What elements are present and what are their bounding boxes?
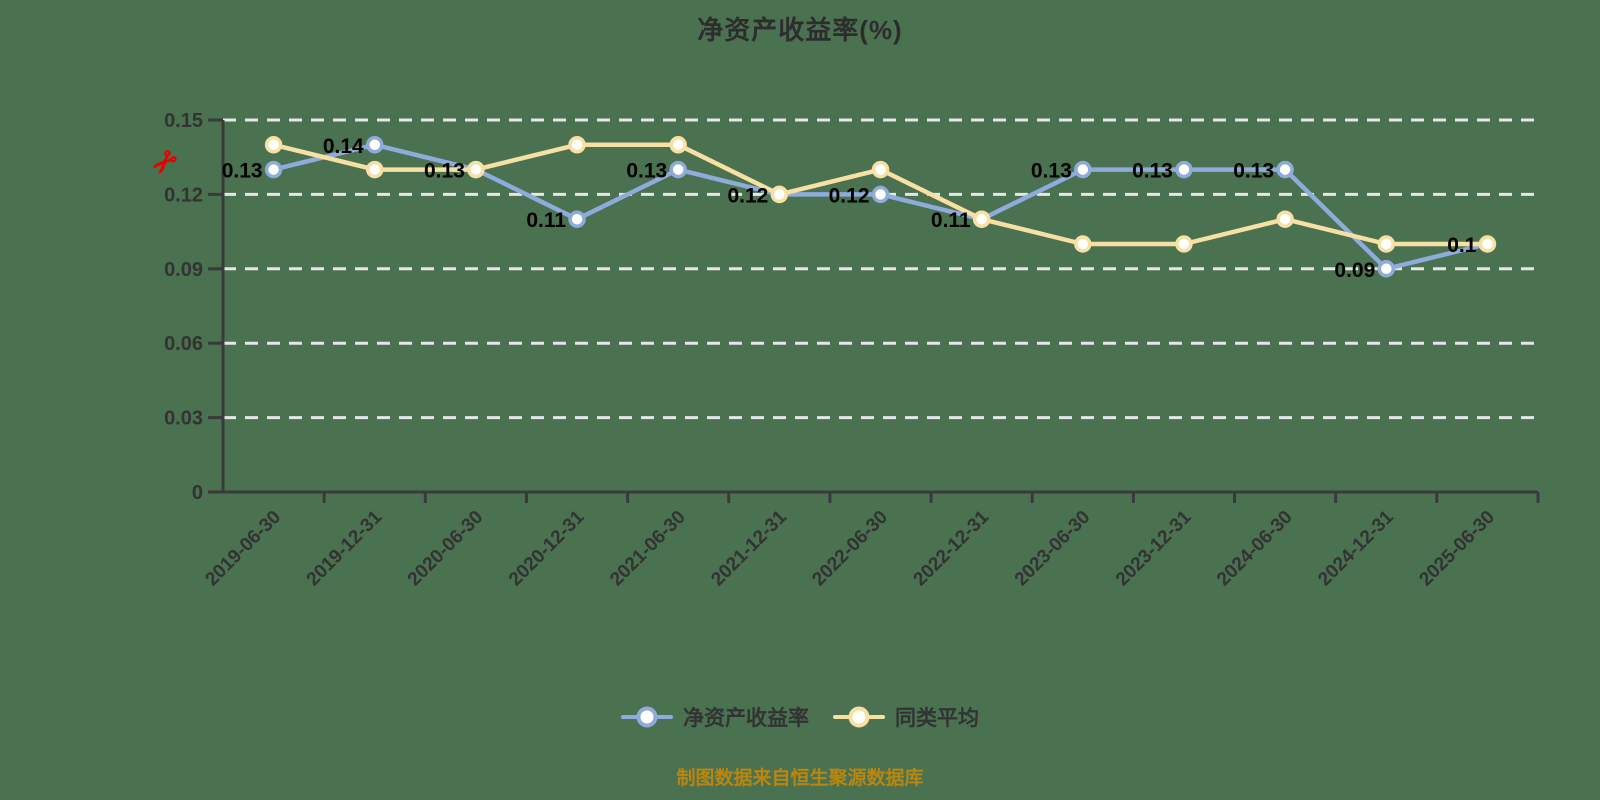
line-chart: 0 0.03 0.06 0.09 0.12 0.15 2019-06-30 2019-12-3…	[164, 110, 1540, 591]
data-point-marker[interactable]	[972, 210, 991, 228]
legend-label-average: 同类平均	[895, 707, 979, 730]
data-point-label: 0.13	[424, 160, 465, 183]
data-point-marker[interactable]	[1175, 235, 1193, 253]
y-axis-tick-label: 0.12	[164, 184, 203, 206]
legend-dot	[848, 706, 870, 728]
data-point-label: 0.11	[931, 209, 971, 232]
data-point-marker[interactable]	[264, 160, 283, 179]
data-point-label: 0.09	[1334, 259, 1375, 282]
x-axis-tick-label: 2021-06-30	[606, 507, 690, 591]
data-point-marker[interactable]	[669, 136, 687, 154]
data-point-marker[interactable]	[568, 136, 586, 154]
data-point-marker[interactable]	[770, 185, 789, 204]
y-axis-tick-label: 0.15	[164, 110, 203, 132]
x-axis-tick-label: 2020-12-31	[505, 506, 589, 590]
x-axis-tick-label: 2023-06-30	[1011, 507, 1095, 591]
data-point-label: 0.12	[829, 184, 870, 207]
legend-dot	[636, 706, 658, 728]
data-point-marker[interactable]	[365, 136, 384, 154]
x-axis-tick-label: 2021-12-31	[707, 506, 791, 590]
data-point-label: 0.13	[626, 160, 667, 183]
data-point-label: 0.1	[1447, 234, 1477, 257]
x-axis-tick-label: 2019-06-30	[202, 507, 286, 591]
x-axis-tick-label: 2019-12-31	[303, 506, 387, 590]
legend-item-main[interactable]: 净资产收益率	[621, 702, 809, 732]
legend-marker-main-icon	[621, 705, 673, 729]
data-point-marker[interactable]	[1175, 160, 1193, 179]
data-point-marker[interactable]	[1074, 160, 1092, 179]
data-point-marker[interactable]	[871, 185, 890, 204]
x-axis-tick-label: 2022-06-30	[808, 507, 892, 591]
y-axis-tick-label: 0	[192, 482, 203, 504]
legend-item-average[interactable]: 同类平均	[833, 702, 979, 732]
data-point-marker[interactable]	[568, 210, 586, 228]
y-axis-tick-label: 0.09	[164, 259, 203, 281]
data-point-label: 0.14	[323, 135, 364, 158]
x-axis-tick-label: 2024-06-30	[1213, 507, 1297, 591]
legend-marker-average-icon	[833, 705, 885, 729]
data-point-label: 0.13	[222, 160, 263, 183]
data-point-marker[interactable]	[467, 160, 485, 179]
x-axis-tick-label: 2024-12-31	[1314, 506, 1398, 590]
x-axis-tick-label: 2025-06-30	[1415, 507, 1499, 591]
y-axis-tick-label: 0.03	[164, 408, 203, 430]
data-point-marker[interactable]	[1377, 260, 1396, 278]
x-axis-tick-label: 2022-12-31	[910, 506, 994, 590]
data-point-marker[interactable]	[669, 160, 687, 179]
chart-legend: 净资产收益率 同类平均	[0, 702, 1600, 732]
data-point-label: 0.13	[1132, 160, 1173, 183]
x-axis-tick-label: 2023-12-31	[1112, 506, 1196, 590]
data-point-marker[interactable]	[1074, 235, 1092, 253]
data-source-note: 制图数据来自恒生聚源数据库	[676, 768, 924, 789]
data-point-marker[interactable]	[1377, 235, 1396, 253]
data-point-marker[interactable]	[1276, 160, 1294, 179]
x-axis-tick-label: 2020-06-30	[404, 507, 488, 591]
data-point-marker[interactable]	[365, 160, 384, 179]
legend-label-main: 净资产收益率	[683, 707, 809, 730]
data-point-marker[interactable]	[1276, 210, 1294, 228]
data-point-marker[interactable]	[871, 160, 890, 179]
data-point-label: 0.13	[1233, 160, 1274, 183]
y-axis-tick-label: 0.06	[164, 333, 203, 355]
data-point-marker[interactable]	[264, 136, 283, 154]
chart-title: 净资产收益率(%)	[697, 15, 903, 45]
data-point-label: 0.13	[1031, 160, 1072, 183]
data-point-label: 0.11	[526, 209, 566, 232]
data-point-label: 0.12	[727, 184, 768, 207]
data-point-marker[interactable]	[1478, 235, 1497, 253]
